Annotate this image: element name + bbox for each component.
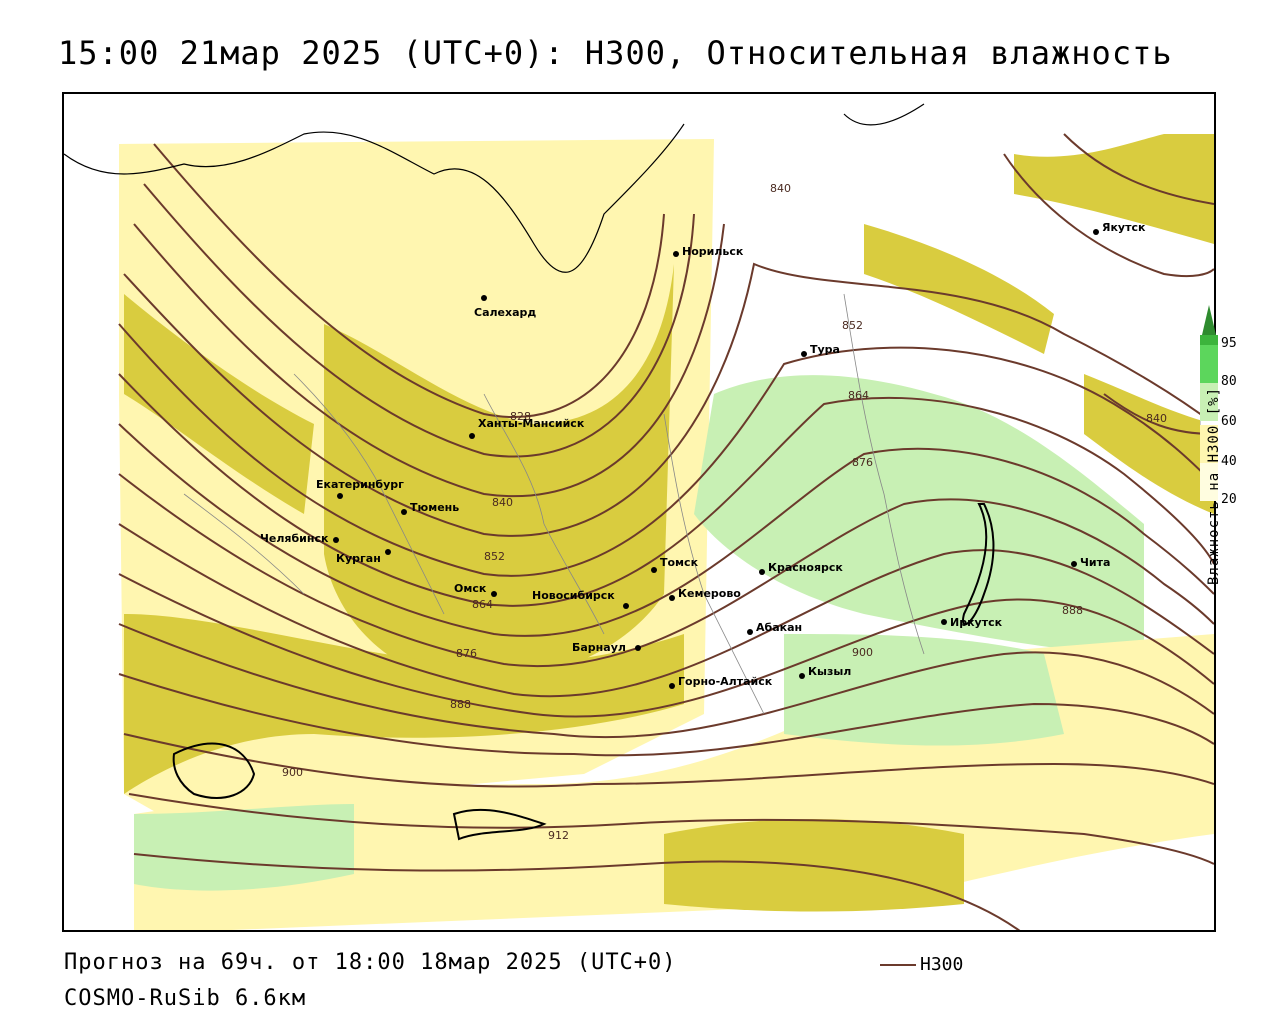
city-kurgan: Курган [336, 549, 391, 565]
city-tura: Тура [801, 343, 840, 357]
colorbar-tick: 20 [1221, 492, 1237, 507]
city-ekaterinburg: Екатеринбург [316, 478, 404, 499]
boundaries [64, 103, 995, 841]
city-label: Новосибирск [532, 589, 615, 602]
city-yakutsk: Якутск [1093, 221, 1146, 235]
map-area: 840 828 840 852 864 876 888 900 912 852 … [62, 92, 1216, 932]
city-label: Иркутск [950, 616, 1003, 629]
city-abakan: Абакан [747, 621, 802, 635]
map-title: 15:00 21мар 2025 (UTC+0): H300, Относите… [58, 34, 1173, 72]
contour-label: 888 [450, 698, 471, 711]
colorbar-band-50 [1200, 421, 1218, 425]
colorbar-tick: 80 [1221, 374, 1237, 389]
city-omsk: Омск [454, 582, 497, 597]
contour-label: 900 [282, 766, 303, 779]
city-label: Ханты-Мансийск [478, 417, 585, 430]
colorbar-band-40 [1200, 425, 1218, 463]
city-label: Томск [660, 556, 699, 569]
contour-label: 852 [842, 319, 863, 332]
city-barnaul: Барнаул [572, 641, 641, 654]
colorbar-cap-icon [1202, 305, 1216, 335]
city-label: Чита [1080, 556, 1110, 569]
city-khanty-mansiysk: Ханты-Мансийск [469, 417, 585, 439]
city-label: Якутск [1102, 221, 1146, 234]
contour-label: 840 [770, 182, 791, 195]
humidity-colorbar [1200, 305, 1218, 540]
city-label: Красноярск [768, 561, 843, 574]
city-tomsk: Томск [651, 556, 699, 573]
city-kyzyl: Кызыл [799, 665, 851, 679]
city-markers: Норильск Салехард Тура Якутск Ханты-Манс… [260, 221, 1146, 689]
contour-label: 828 [510, 410, 531, 423]
colorbar-title: Влажность на H300 [%] [1206, 386, 1222, 585]
colorbar-tick: 60 [1221, 414, 1237, 429]
city-novosibirsk: Новосибирск [532, 589, 629, 609]
city-label: Челябинск [260, 532, 329, 545]
city-label: Барнаул [572, 641, 626, 654]
city-label: Абакан [756, 621, 802, 634]
colorbar-band-80 [1200, 345, 1218, 383]
map-canvas: 840 828 840 852 864 876 888 900 912 852 … [64, 103, 1214, 930]
city-label: Екатеринбург [316, 478, 404, 491]
city-tyumen: Тюмень [401, 501, 459, 515]
contour-label: 900 [852, 646, 873, 659]
colorbar-band-95 [1200, 335, 1218, 345]
contour-label: 888 [1062, 604, 1083, 617]
colorbar-tick: 40 [1221, 454, 1237, 469]
city-label: Норильск [682, 245, 744, 258]
h300-contours [118, 133, 1214, 930]
contour-label: 876 [852, 456, 873, 469]
city-kemerovo: Кемерово [669, 587, 741, 601]
colorbar-tick: 95 [1221, 336, 1237, 351]
contour-label: 864 [472, 598, 493, 611]
contour-label: 864 [848, 389, 869, 402]
city-label: Тюмень [410, 501, 459, 514]
contour-label: 876 [456, 647, 477, 660]
contour-label: 840 [492, 496, 513, 509]
city-label: Омск [454, 582, 487, 595]
contour-label: 840 [1146, 412, 1167, 425]
city-label: Курган [336, 552, 381, 565]
contour-labels: 840 828 840 852 864 876 888 900 912 852 … [282, 182, 1167, 842]
contour-line-swatch [880, 964, 916, 966]
city-salekhard: Салехард [474, 295, 536, 319]
city-chelyabinsk: Челябинск [260, 532, 339, 545]
city-chita: Чита [1071, 556, 1110, 569]
contour-label: 912 [548, 829, 569, 842]
forecast-info: Прогноз на 69ч. от 18:00 18мар 2025 (UTC… [64, 950, 677, 975]
contour-label: 852 [484, 550, 505, 563]
city-label: Кемерово [678, 587, 741, 600]
city-irkutsk: Иркутск [941, 616, 1003, 629]
city-label: Горно-Алтайск [678, 675, 773, 688]
city-krasnoyarsk: Красноярск [759, 561, 843, 575]
region-borders [183, 293, 925, 715]
city-norilsk: Норильск [673, 245, 744, 258]
colorbar-band-20 [1200, 463, 1218, 501]
city-label: Салехард [474, 306, 536, 319]
city-label: Кызыл [808, 665, 851, 678]
city-gorno-altaysk: Горно-Алтайск [669, 675, 773, 689]
colorbar-band-60 [1200, 383, 1218, 421]
contour-legend: H300 [880, 954, 963, 975]
legend-label: H300 [920, 954, 964, 975]
model-name: COSMO-RuSib 6.6км [64, 986, 307, 1011]
city-label: Тура [810, 343, 840, 356]
